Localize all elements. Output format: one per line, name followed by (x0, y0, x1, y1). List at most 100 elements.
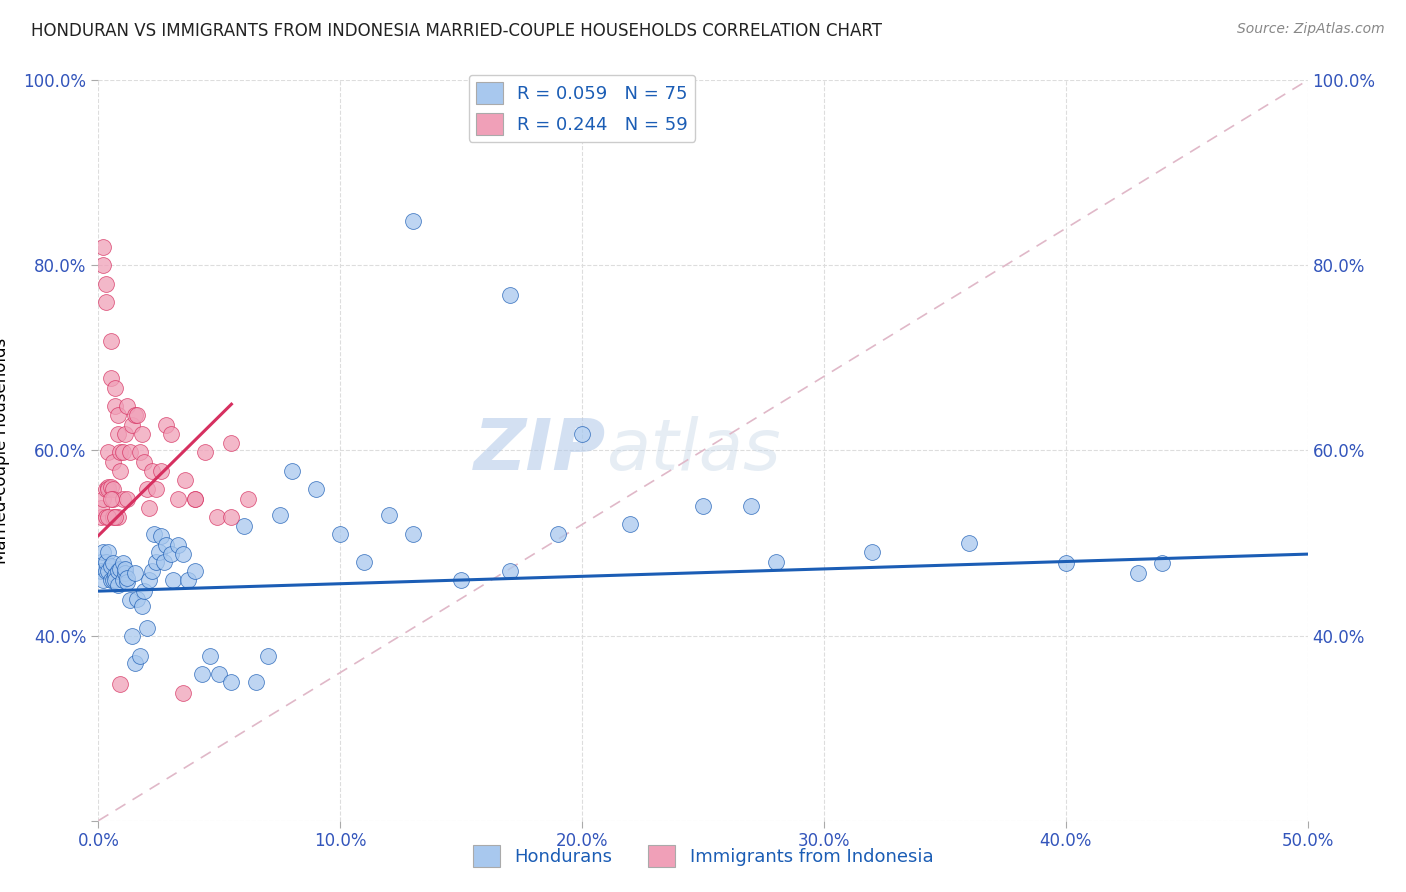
Text: atlas: atlas (606, 416, 780, 485)
Point (238, 491, 260, 506)
Point (150, 528, 173, 542)
Point (155, 538, 177, 552)
Point (100, 491, 122, 506)
Point (117, 399, 139, 413)
Text: Source: ZipAtlas.com: Source: ZipAtlas.com (1237, 22, 1385, 37)
Point (100, 334, 122, 349)
Point (124, 566, 146, 580)
Point (131, 426, 153, 441)
Point (765, 554, 787, 569)
Point (208, 667, 231, 681)
Point (111, 557, 134, 571)
Text: HONDURAN VS IMMIGRANTS FROM INDONESIA MARRIED-COUPLE HOUSEHOLDS CORRELATION CHAR: HONDURAN VS IMMIGRANTS FROM INDONESIA MA… (31, 22, 882, 40)
Point (957, 536, 980, 550)
Point (94, 510, 117, 524)
Point (138, 500, 160, 515)
Point (1128, 566, 1150, 580)
Point (94, 295, 117, 310)
Point (104, 399, 127, 413)
Point (152, 554, 174, 569)
Point (150, 464, 173, 478)
Point (100, 559, 122, 574)
Point (101, 454, 124, 468)
Point (205, 510, 228, 524)
Point (114, 566, 136, 580)
Point (245, 674, 267, 689)
Point (172, 686, 194, 700)
Point (97, 510, 120, 524)
Point (160, 426, 183, 441)
Point (97, 564, 120, 578)
Point (117, 571, 139, 585)
Point (221, 510, 243, 524)
Point (91, 491, 114, 506)
Text: ZIP: ZIP (474, 416, 606, 485)
Point (111, 491, 134, 506)
Point (619, 517, 641, 532)
Point (148, 545, 170, 559)
Point (377, 508, 399, 523)
Point (145, 554, 167, 569)
Point (107, 577, 129, 591)
Point (94, 277, 117, 291)
Point (184, 564, 207, 578)
Point (1054, 557, 1077, 571)
Point (124, 409, 146, 423)
Point (128, 648, 150, 663)
Point (108, 445, 131, 459)
Point (128, 445, 150, 459)
Point (107, 510, 129, 524)
Point (221, 674, 243, 689)
Point (281, 464, 304, 478)
Point (172, 547, 194, 561)
Point (155, 417, 177, 432)
Point (97, 445, 120, 459)
Point (269, 508, 291, 523)
Point (111, 445, 134, 459)
Point (692, 499, 714, 513)
Point (107, 409, 129, 423)
Point (90, 554, 112, 569)
Point (498, 564, 520, 578)
Point (104, 380, 127, 394)
Point (107, 426, 129, 441)
Point (117, 491, 139, 506)
Point (194, 445, 217, 459)
Point (100, 573, 122, 587)
Point (141, 564, 163, 578)
Point (221, 436, 243, 450)
Point (162, 573, 184, 587)
Point (232, 519, 254, 533)
Point (104, 573, 127, 587)
Point (141, 464, 163, 478)
Point (111, 573, 134, 587)
Point (145, 483, 167, 497)
Point (101, 573, 124, 587)
Point (90, 564, 112, 578)
Point (450, 573, 472, 587)
Point (118, 593, 141, 607)
Legend: R = 0.059   N = 75, R = 0.244   N = 59: R = 0.059 N = 75, R = 0.244 N = 59 (468, 75, 696, 142)
Point (101, 491, 124, 506)
Point (90, 500, 112, 515)
Point (91, 240, 114, 254)
Point (117, 574, 139, 589)
Point (91, 258, 114, 272)
Point (143, 526, 166, 541)
Point (97, 480, 120, 494)
Point (97, 545, 120, 559)
Point (101, 557, 124, 571)
Point (184, 491, 207, 506)
Point (256, 648, 278, 663)
Y-axis label: Married-couple Households: Married-couple Households (0, 337, 10, 564)
Point (124, 657, 146, 671)
Point (108, 676, 131, 690)
Point (177, 573, 200, 587)
Point (94, 483, 117, 497)
Point (329, 526, 352, 541)
Point (134, 584, 156, 599)
Point (108, 562, 131, 576)
Point (160, 547, 183, 561)
Point (167, 491, 190, 506)
Point (100, 480, 122, 494)
